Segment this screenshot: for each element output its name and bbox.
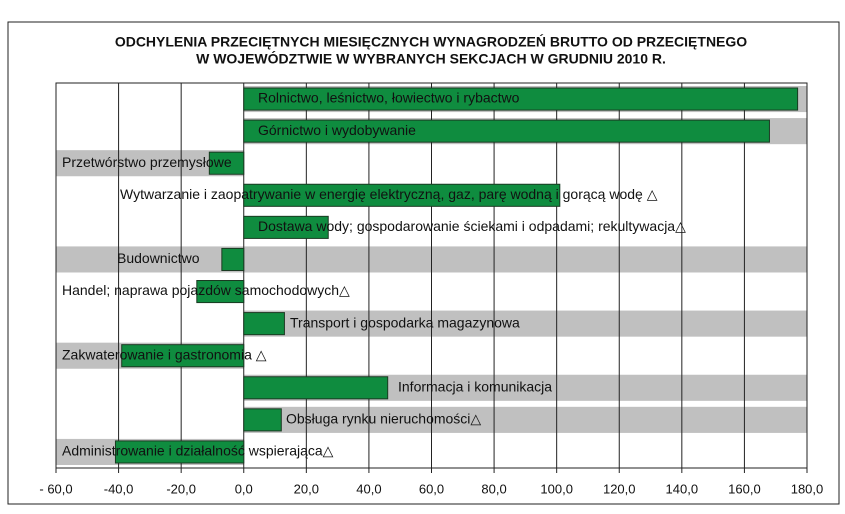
category-label: Obsługa rynku nieruchomości△ xyxy=(286,411,481,427)
bar xyxy=(114,440,245,464)
bar xyxy=(243,215,329,239)
x-tick-label: 180,0 xyxy=(791,481,824,496)
category-label: Górnictwo i wydobywanie xyxy=(258,122,416,138)
category-label: Budownictwo xyxy=(117,250,200,266)
bar xyxy=(208,151,245,175)
category-label: Administrowanie i działalność wspierając… xyxy=(62,443,334,459)
category-label: Wytwarzanie i zaopatrywanie w energię el… xyxy=(120,186,658,202)
bar xyxy=(243,183,561,207)
x-tick-label: 140,0 xyxy=(666,481,699,496)
x-tick-label: 100,0 xyxy=(540,481,573,496)
bar xyxy=(196,280,245,304)
category-label: Rolnictwo, leśnictwo, łowiectwo i rybact… xyxy=(258,90,520,106)
bar xyxy=(121,344,245,368)
bar xyxy=(243,408,282,432)
x-tick-label: - 60,0 xyxy=(39,481,72,496)
category-label: Przetwórstwo przemysłowe xyxy=(62,154,232,170)
x-tick-label: 120,0 xyxy=(603,481,636,496)
x-tick-label: 80,0 xyxy=(481,481,506,496)
category-label: Informacja i komunikacja xyxy=(398,378,552,394)
x-tick-label: -40,0 xyxy=(104,481,134,496)
x-tick-label: 0,0 xyxy=(235,481,253,496)
bar xyxy=(221,247,245,272)
bar xyxy=(243,376,389,400)
row-band xyxy=(243,310,807,337)
chart-title: ODCHYLENIA PRZECIĘTNYCH MIESIĘCZNYCH WYN… xyxy=(115,34,747,50)
category-label: Transport i gospodarka magazynowa xyxy=(290,314,520,330)
category-label: Handel; naprawa pojazdów samochodowych△ xyxy=(62,282,350,298)
bar xyxy=(243,87,799,111)
category-label: Dostawa wody; gospodarowanie ściekami i … xyxy=(258,218,686,234)
bar xyxy=(243,312,285,336)
x-tick-label: 60,0 xyxy=(419,481,444,496)
x-tick-label: 20,0 xyxy=(294,481,319,496)
category-label: Zakwaterowanie i gastronomia △ xyxy=(62,346,267,362)
x-tick-label: 160,0 xyxy=(728,481,761,496)
plot-border xyxy=(55,82,808,469)
chart-subtitle: W WOJEWÓDZTWIE W WYBRANYCH SEKCJACH W GR… xyxy=(196,50,666,67)
x-tick-label: -20,0 xyxy=(166,481,196,496)
x-tick-label: 40,0 xyxy=(356,481,381,496)
row-band xyxy=(243,406,807,433)
bar xyxy=(243,119,770,143)
